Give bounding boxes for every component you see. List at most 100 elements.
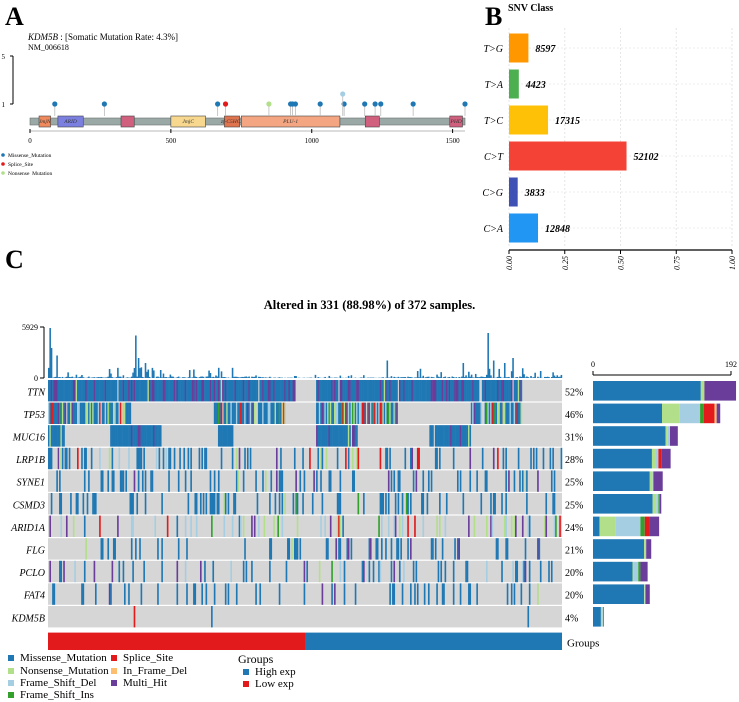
oncoplot-cell (190, 516, 192, 537)
oncoplot-cell (349, 425, 351, 446)
oncoplot-cell (51, 448, 53, 469)
oncoplot-cell (214, 470, 216, 491)
tmb-bar (171, 377, 173, 378)
oncoplot-cell (537, 470, 539, 491)
side-bar-segment (645, 584, 649, 604)
tmb-bar (233, 377, 235, 378)
oncoplot-cell (427, 493, 429, 514)
side-bar-segment (593, 471, 650, 491)
oncoplot-cell (363, 561, 365, 582)
tmb-bar (83, 377, 85, 378)
tmb-bar (67, 372, 69, 378)
oncoplot-cell (270, 538, 272, 559)
oncoplot-cell (442, 538, 444, 559)
oncoplot-cell (515, 516, 517, 537)
side-bar-segment (666, 426, 668, 446)
oncoplot-cell (185, 561, 187, 582)
tmb-bar (522, 368, 524, 378)
oncoplot-cell (363, 493, 365, 514)
oncoplot-cell (377, 538, 379, 559)
gene-percentage: 24% (565, 523, 583, 534)
oncoplot-cell (236, 583, 238, 604)
oncoplot-cell (109, 448, 111, 469)
side-bar-segment (599, 517, 615, 537)
snv-category-label: C>A (483, 224, 503, 235)
tmb-bar (193, 369, 195, 378)
oncoplot-cell (223, 516, 225, 537)
oncoplot-cell (293, 493, 295, 514)
domain-label: ARID (63, 119, 77, 125)
oncoplot-cell (309, 448, 311, 469)
tmb-bar (512, 358, 514, 378)
oncoplot-cell (87, 493, 89, 514)
oncoplot-cell (204, 561, 206, 582)
oncoplot-cell (533, 448, 535, 469)
lollipop-title: KDM5B : [Somatic Mutation Rate: 4.3%] (28, 32, 178, 42)
oncoplot-cell (142, 470, 144, 491)
oncoplot-cell (454, 538, 456, 559)
oncoplot-cell (313, 470, 315, 491)
tmb-bar (118, 377, 120, 378)
oncoplot-cell (200, 493, 202, 514)
oncoplot-cell (398, 538, 400, 559)
lollipop-head (102, 101, 107, 106)
oncoplot-cell (167, 516, 169, 537)
gene-label: FLG (25, 546, 45, 557)
oncoplot-cell (225, 583, 227, 604)
oncoplot-cell (453, 583, 455, 604)
tmb-bar (545, 377, 547, 378)
tmb-bar (254, 377, 256, 378)
tmb-bar (469, 377, 471, 378)
gene-percentage: 28% (565, 455, 583, 466)
tmb-bar (123, 375, 125, 378)
oncoplot-cell (160, 425, 162, 446)
tmb-bar (443, 377, 445, 378)
oncoplot-cell (317, 448, 319, 469)
oncoplot-cell (136, 493, 138, 514)
snv-count-label: 52102 (634, 152, 659, 163)
tmb-bar (207, 377, 209, 378)
tmb-bar (348, 376, 350, 378)
tmb-bar (235, 377, 237, 378)
side-bar-segment (593, 404, 662, 424)
tmb-bar (87, 377, 89, 378)
oncoplot-cell (521, 403, 523, 424)
oncoplot-cell (157, 583, 159, 604)
tmb-bar (212, 377, 214, 378)
tmb-bar (138, 358, 140, 378)
oncoplot-cell (185, 470, 187, 491)
oncoplot-cell (399, 561, 401, 582)
legend-label: Splice_Site (123, 651, 173, 665)
tmb-bar (203, 377, 205, 378)
tmb-bar (239, 377, 241, 378)
oncoplot-cell (269, 493, 271, 514)
tmb-bar (464, 377, 466, 378)
oncoplot-cell (284, 403, 286, 424)
tmb-bar (490, 375, 492, 378)
oncoplot-cell (304, 561, 306, 582)
oncoplot-cell (177, 561, 179, 582)
legend-swatch (243, 681, 249, 687)
oncoplot-cell (297, 516, 299, 537)
oncoplot-cell (331, 583, 333, 604)
oncoplot-cell (486, 516, 488, 537)
lollipop-x-tick-label: 1500 (446, 137, 461, 145)
oncoplot-cell (250, 448, 252, 469)
side-bar-segment (668, 426, 669, 446)
side-bar-segment (704, 404, 715, 424)
tmb-bar (225, 377, 227, 378)
side-bar-segment (645, 584, 646, 604)
oncoplot-cell (63, 425, 65, 446)
oncoplot-cell (342, 516, 344, 537)
group-bar-high (305, 633, 562, 650)
oncoplot-cell (262, 470, 264, 491)
tmb-bar (382, 377, 384, 378)
oncoplot-cell (327, 538, 329, 559)
tmb-bar (116, 377, 118, 378)
oncoplot-cell (60, 561, 62, 582)
oncoplot-cell (561, 448, 563, 469)
oncoplot-cell (494, 493, 496, 514)
oncoplot-cell (526, 470, 528, 491)
snv-bar (509, 178, 518, 207)
oncoplot-cell (83, 583, 85, 604)
